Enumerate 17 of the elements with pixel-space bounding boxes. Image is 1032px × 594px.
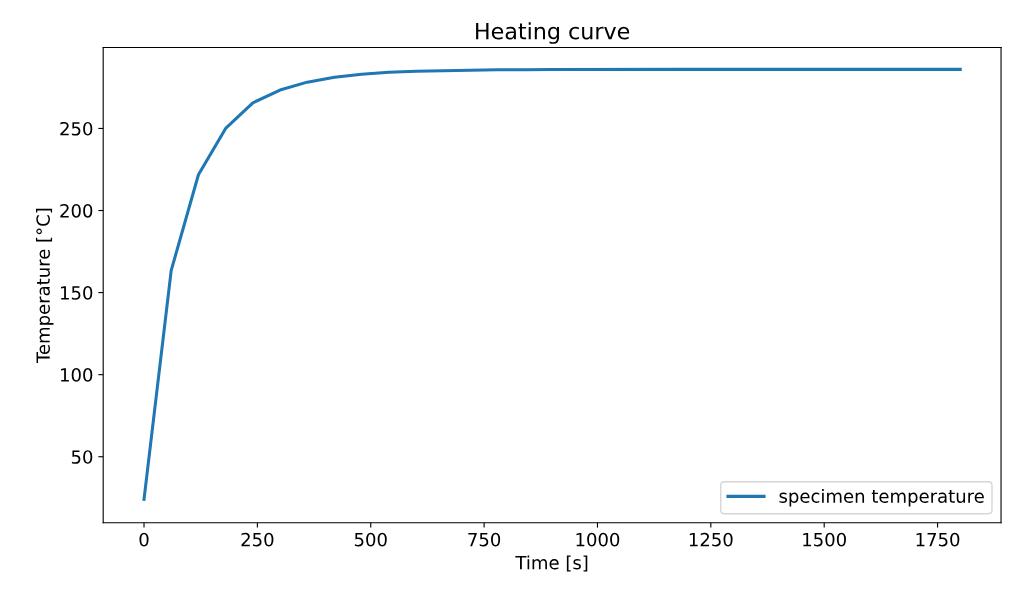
y-tick-label: 100: [61, 368, 93, 382]
y-tick-label: 50: [71, 450, 93, 464]
chart-title: Heating curve: [476, 22, 630, 44]
x-tick-label: 1750: [916, 532, 960, 547]
y-tick-label: 250: [60, 121, 93, 136]
x-tick-label: 250: [241, 532, 274, 547]
y-tick-label: 200: [60, 203, 93, 218]
x-tick-label: 0: [139, 532, 149, 547]
x-tick-label: 1000: [576, 532, 620, 547]
x-axis-title: Time [s]: [515, 555, 588, 572]
x-tick-label: 1500: [803, 532, 846, 547]
x-tick-label: 750: [468, 532, 501, 547]
y-axis-title: Temperature [°C]: [35, 208, 54, 364]
y-tick-label: 150: [61, 286, 93, 300]
x-tick-label: 500: [354, 532, 387, 547]
legend-label: specimen temperature: [779, 489, 984, 507]
x-tick-label: 1250: [689, 532, 733, 547]
